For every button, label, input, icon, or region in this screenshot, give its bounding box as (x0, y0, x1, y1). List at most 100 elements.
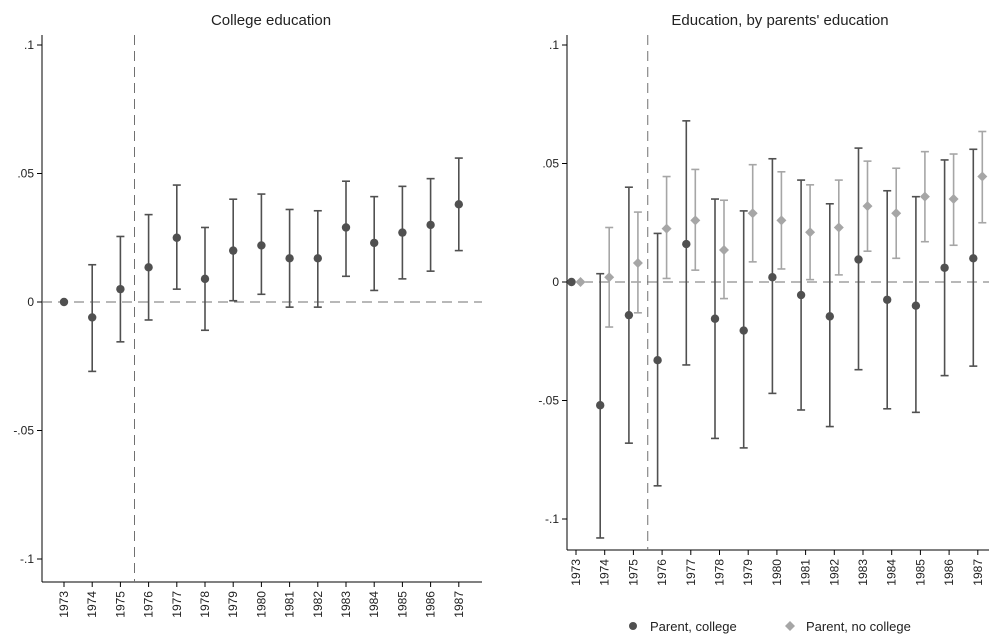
point-estimate-diamond (776, 215, 787, 226)
y-tick-label: .05 (17, 167, 34, 181)
point-estimate (313, 254, 322, 263)
x-tick-label: 1978 (198, 591, 212, 618)
point-estimate (796, 290, 806, 300)
x-tick-label: 1975 (113, 591, 127, 618)
point-estimate (257, 241, 266, 250)
x-tick-label: 1983 (856, 559, 870, 586)
point-estimate (454, 200, 463, 209)
point-estimate (172, 233, 181, 242)
x-tick-label: 1974 (85, 591, 99, 618)
point-estimate (710, 314, 720, 323)
point-estimate-diamond (747, 208, 758, 219)
legend-label-parent-no-college: Parent, no college (806, 619, 911, 634)
point-estimate (653, 356, 662, 365)
x-tick-label: 1979 (741, 559, 755, 586)
point-estimate-diamond (719, 245, 729, 256)
x-tick-label: 1979 (226, 591, 240, 618)
point-estimate (739, 326, 748, 335)
point-estimate-diamond (661, 223, 672, 234)
x-tick-label: 1982 (311, 591, 325, 618)
x-tick-label: 1980 (770, 559, 784, 586)
point-estimate (883, 295, 892, 304)
point-estimate-diamond (919, 191, 930, 202)
point-estimate (370, 238, 379, 248)
x-tick-label: 1986 (424, 591, 438, 618)
y-tick-label: .05 (542, 157, 559, 171)
y-tick-label: .1 (549, 38, 559, 52)
point-estimate (398, 228, 407, 237)
y-axis-ticks: -.1 -.05 0 .05 .1 (538, 38, 567, 526)
point-estimate (426, 220, 435, 230)
point-estimate-diamond (833, 222, 844, 233)
point-estimate (144, 263, 153, 272)
point-estimate-diamond (604, 272, 615, 283)
x-tick-label: 1976 (655, 559, 669, 586)
point-estimate-diamond (862, 201, 873, 212)
x-tick-label: 1975 (626, 559, 640, 586)
y-axis-ticks: -.1 -.05 0 .05 .1 (13, 38, 42, 566)
point-estimate (911, 301, 921, 310)
point-estimate (59, 297, 69, 307)
x-tick-label: 1982 (827, 559, 841, 586)
legend: Parent, college Parent, no college (629, 619, 911, 634)
point-estimate (88, 313, 97, 322)
legend-marker-parent-college (629, 622, 637, 630)
point-estimate (116, 284, 125, 294)
point-estimate (285, 254, 294, 263)
x-tick-label: 1974 (598, 559, 612, 586)
chart-title: College education (211, 12, 331, 29)
x-tick-label: 1985 (913, 559, 927, 586)
y-tick-label: 0 (27, 295, 34, 309)
point-estimate (229, 246, 238, 255)
point-estimate-diamond (690, 215, 701, 226)
point-estimate-diamond (977, 171, 988, 182)
panel-college-education: College education -.1 -.05 0 .05 .1 1973 1974… (13, 12, 482, 618)
legend-label-parent-college: Parent, college (650, 619, 737, 634)
point-estimate (825, 312, 834, 321)
x-tick-label: 1973 (57, 591, 71, 618)
plot-marks (567, 120, 988, 539)
point-estimate (682, 239, 691, 249)
point-estimate (768, 273, 777, 282)
x-tick-label: 1986 (942, 559, 956, 586)
y-tick-label: .1 (24, 38, 34, 52)
x-tick-label: 1983 (339, 591, 353, 618)
point-estimate-diamond (632, 258, 643, 269)
y-tick-label: -.1 (20, 552, 34, 566)
y-tick-label: 0 (552, 275, 559, 289)
x-tick-label: 1984 (367, 591, 381, 618)
x-tick-label: 1981 (799, 559, 813, 586)
x-tick-label: 1984 (885, 559, 899, 586)
point-estimate (341, 223, 351, 232)
x-tick-label: 1987 (452, 591, 466, 618)
point-estimate-diamond (575, 277, 586, 287)
x-tick-label: 1977 (684, 559, 698, 586)
x-tick-label: 1973 (569, 559, 583, 586)
point-estimate (624, 310, 634, 320)
point-estimate (940, 263, 949, 272)
y-tick-label: -.05 (538, 394, 559, 408)
x-tick-label: 1981 (283, 591, 297, 618)
point-estimate-diamond (805, 227, 816, 238)
reference-lines (42, 35, 482, 582)
plot-marks (59, 157, 463, 373)
x-tick-label: 1985 (395, 591, 409, 618)
x-tick-label: 1987 (971, 559, 985, 586)
x-tick-label: 1977 (170, 591, 184, 618)
point-estimate-diamond (948, 194, 959, 205)
x-tick-label: 1978 (713, 559, 727, 586)
point-estimate (596, 401, 605, 410)
point-estimate-diamond (891, 208, 902, 219)
point-estimate (567, 277, 576, 287)
x-axis-ticks: 1973 1974 1975 1976 1977 1978 1979 1980 1981 1982… (57, 582, 466, 618)
legend-marker-parent-no-college (785, 621, 795, 631)
y-tick-label: -.05 (13, 424, 34, 438)
point-estimate (969, 254, 978, 263)
x-tick-label: 1976 (142, 591, 156, 618)
x-tick-label: 1980 (254, 591, 268, 618)
point-estimate (200, 274, 210, 284)
point-estimate (854, 255, 863, 264)
x-axis-ticks: 1973 1974 1975 1976 1977 1978 1979 1980 1981 1982… (569, 550, 985, 586)
